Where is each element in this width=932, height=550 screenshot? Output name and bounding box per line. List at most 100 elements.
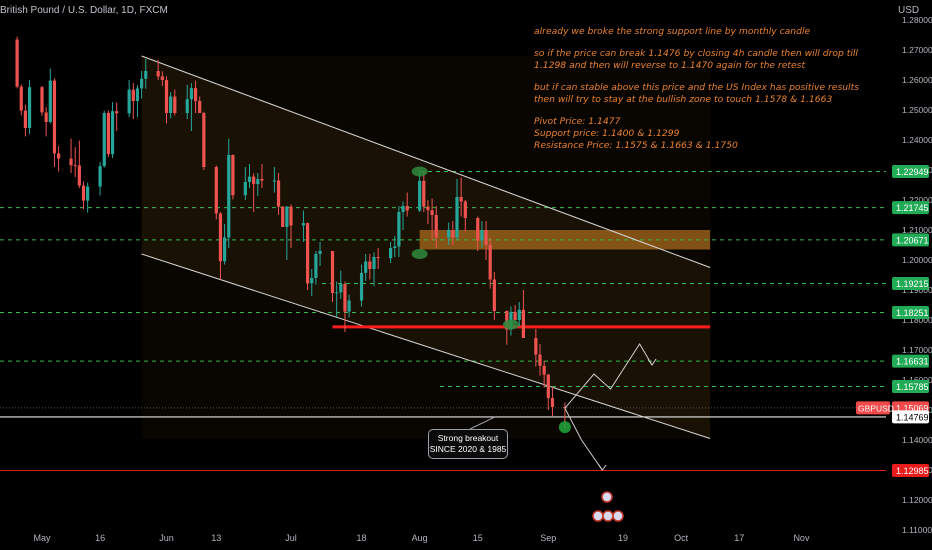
breakout-callout[interactable]: Strong breakout SINCE 2020 & 1985 <box>428 429 508 459</box>
candle-down[interactable] <box>218 213 223 262</box>
candle-up[interactable] <box>86 186 90 201</box>
candle-down[interactable] <box>422 180 426 207</box>
candle-up[interactable] <box>243 182 247 196</box>
candle-down[interactable] <box>430 210 434 215</box>
candle-down[interactable] <box>173 96 177 114</box>
candle-up[interactable] <box>102 113 106 167</box>
economic-event-icon[interactable] <box>602 510 614 522</box>
candle-down[interactable] <box>106 113 110 155</box>
candle-up[interactable] <box>359 272 364 301</box>
price-label-box[interactable] <box>892 305 929 319</box>
channel-lower-line[interactable] <box>141 253 711 439</box>
candle-up[interactable] <box>335 292 339 294</box>
candle-down[interactable] <box>488 245 492 280</box>
candle-up[interactable] <box>135 88 140 101</box>
candle-down[interactable] <box>521 309 525 338</box>
candle-up[interactable] <box>48 80 52 122</box>
candle-up[interactable] <box>389 248 393 259</box>
candle-down[interactable] <box>405 206 409 211</box>
support-zone[interactable] <box>419 230 711 250</box>
symbol-title[interactable]: British Pound / U.S. Dollar, 1D, FXCM <box>0 5 168 16</box>
candle-up[interactable] <box>517 309 521 320</box>
price-label-box[interactable] <box>892 379 929 393</box>
candle-up[interactable] <box>347 300 351 312</box>
candle-down[interactable] <box>330 251 335 293</box>
candle-up[interactable] <box>397 212 401 247</box>
candle-down[interactable] <box>73 165 77 167</box>
marker-current[interactable] <box>558 421 571 434</box>
candle-down[interactable] <box>534 338 538 355</box>
candle-down[interactable] <box>40 87 44 113</box>
price-label-box[interactable] <box>892 201 929 215</box>
candle-down[interactable] <box>69 158 73 166</box>
candle-down[interactable] <box>376 257 380 259</box>
candle-up[interactable] <box>110 111 115 155</box>
candle-down[interactable] <box>193 88 198 101</box>
candle-up[interactable] <box>189 88 193 100</box>
candle-up[interactable] <box>27 87 32 128</box>
candle-up[interactable] <box>447 230 451 238</box>
candle-down[interactable] <box>77 165 81 186</box>
candle-down[interactable] <box>459 197 463 202</box>
candle-down[interactable] <box>513 311 517 320</box>
price-label-box[interactable] <box>892 233 929 247</box>
price-label-box[interactable] <box>892 277 929 291</box>
candle-up[interactable] <box>247 176 252 182</box>
candle-down[interactable] <box>276 180 281 207</box>
symbol-tag-box[interactable] <box>856 401 890 415</box>
candle-up[interactable] <box>227 155 231 238</box>
marker-mid[interactable] <box>502 319 519 330</box>
price-label-box[interactable] <box>892 463 929 477</box>
price-label-box[interactable] <box>892 354 929 368</box>
candle-up[interactable] <box>169 96 173 114</box>
candle-up[interactable] <box>318 251 322 254</box>
candle-up[interactable] <box>339 284 343 293</box>
candle-down[interactable] <box>426 206 430 211</box>
candle-up[interactable] <box>223 237 227 262</box>
candle-up[interactable] <box>480 230 484 241</box>
candle-up[interactable] <box>185 99 189 113</box>
candle-down[interactable] <box>81 185 86 201</box>
candle-up[interactable] <box>364 261 368 273</box>
candle-down[interactable] <box>542 365 546 375</box>
economic-event-icon[interactable] <box>592 510 604 522</box>
marker-bottom[interactable] <box>411 249 428 259</box>
candle-down[interactable] <box>164 80 169 113</box>
candle-up[interactable] <box>98 166 102 187</box>
marker-top[interactable] <box>411 166 428 177</box>
candle-up[interactable] <box>256 179 260 185</box>
projection-down-path[interactable] <box>564 407 603 471</box>
candle-up[interactable] <box>301 223 306 226</box>
candle-up[interactable] <box>314 254 318 278</box>
candle-down[interactable] <box>131 89 135 101</box>
price-label-box[interactable] <box>892 410 929 424</box>
candle-down[interactable] <box>23 110 27 128</box>
candle-down[interactable] <box>306 223 310 284</box>
candle-up[interactable] <box>393 246 397 249</box>
candle-down[interactable] <box>202 113 206 167</box>
projection-up-path[interactable] <box>564 343 653 409</box>
candle-down[interactable] <box>231 155 235 196</box>
candle-up[interactable] <box>144 71 148 79</box>
candle-down[interactable] <box>198 101 202 113</box>
candle-down[interactable] <box>15 39 19 87</box>
candle-down[interactable] <box>281 206 285 227</box>
candle-up[interactable] <box>285 206 289 227</box>
economic-event-icon[interactable] <box>601 491 613 503</box>
candle-down[interactable] <box>57 153 61 159</box>
candle-down[interactable] <box>115 111 119 114</box>
candle-down[interactable] <box>160 76 164 80</box>
candle-down[interactable] <box>156 71 160 77</box>
candle-up[interactable] <box>418 180 422 211</box>
candle-down[interactable] <box>289 206 293 226</box>
candle-down[interactable] <box>546 374 550 398</box>
candle-down[interactable] <box>451 230 455 238</box>
candle-down[interactable] <box>19 86 23 111</box>
candle-down[interactable] <box>343 284 347 312</box>
candle-down[interactable] <box>484 230 488 245</box>
price-label-box[interactable] <box>892 165 929 179</box>
candle-up[interactable] <box>272 180 276 182</box>
candle-up[interactable] <box>127 89 131 114</box>
candle-down[interactable] <box>52 80 57 154</box>
